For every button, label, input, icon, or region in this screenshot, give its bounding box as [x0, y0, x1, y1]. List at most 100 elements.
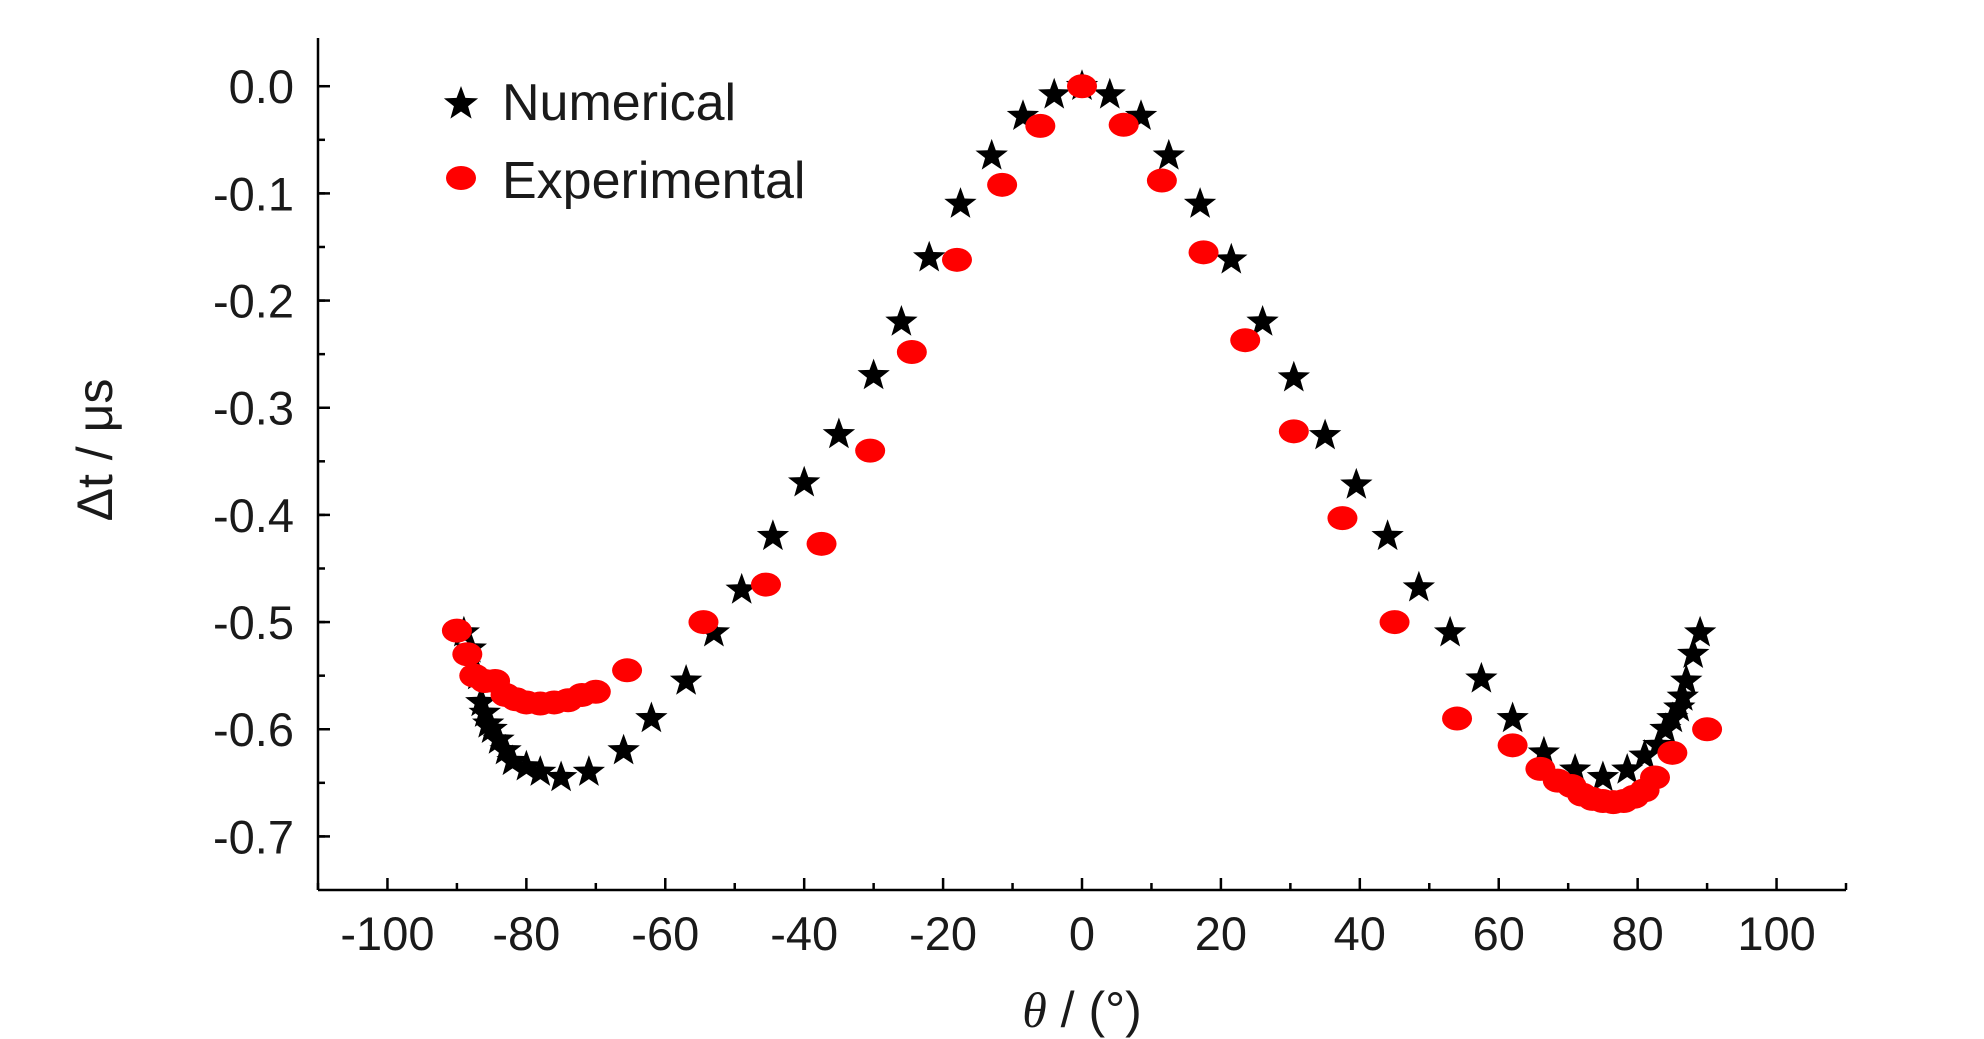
data-point-circle	[896, 340, 927, 365]
data-point-star	[1642, 728, 1675, 760]
data-point-star	[544, 760, 578, 792]
data-point-circle	[987, 172, 1018, 197]
y-tick-label: -0.3	[213, 382, 294, 435]
data-point-star	[1402, 570, 1435, 602]
data-point-star	[1152, 138, 1185, 170]
y-axis-symbol: Δt	[67, 474, 123, 521]
y-tick-label: -0.1	[213, 167, 294, 220]
y-tick-label: -0.6	[213, 703, 294, 756]
data-point-star	[524, 755, 557, 786]
y-axis-title: Δt / μs	[67, 379, 123, 522]
data-point-star	[1371, 519, 1404, 551]
series-numerical	[447, 69, 1717, 792]
data-point-circle	[1442, 706, 1473, 731]
data-point-star	[1340, 467, 1373, 499]
data-point-star	[1183, 187, 1217, 218]
data-point-star	[669, 664, 703, 695]
data-point-star	[1496, 701, 1529, 733]
data-point-star	[913, 240, 946, 272]
data-point-star	[1308, 418, 1342, 450]
data-point-circle	[1146, 168, 1177, 193]
x-tick-label: -60	[631, 907, 699, 960]
data-point-circle	[1025, 113, 1056, 138]
data-point-star	[725, 572, 758, 604]
data-point-circle	[750, 572, 781, 597]
data-point-circle	[452, 642, 483, 667]
y-tick-label: -0.5	[213, 596, 294, 649]
x-axis-symbol: θ	[1022, 982, 1047, 1038]
data-point-star	[1611, 753, 1644, 784]
data-point-star	[697, 615, 731, 647]
data-point-circle	[1327, 506, 1358, 531]
data-point-star	[572, 755, 605, 786]
x-tick-label: -20	[909, 907, 977, 960]
y-ticks: 0.0 -0.1 -0.2 -0.3 -0.4 -0.5 -0.6 -0.7	[213, 60, 330, 863]
data-point-star	[489, 733, 522, 765]
data-point-circle	[1278, 419, 1309, 444]
data-point-star	[975, 138, 1008, 170]
data-point-star	[1006, 99, 1040, 130]
x-tick-label: -80	[492, 907, 560, 960]
data-point-circle	[1379, 610, 1410, 635]
data-point-star	[944, 187, 977, 218]
data-point-star	[885, 305, 918, 336]
legend: Numerical Experimental	[443, 74, 805, 210]
data-point-star	[1465, 661, 1498, 693]
legend-label-experimental: Experimental	[502, 152, 805, 210]
data-point-star	[465, 685, 498, 717]
data-point-star	[635, 701, 668, 733]
data-point-star	[1093, 77, 1126, 109]
series-experimental	[441, 74, 1723, 815]
data-point-star	[1527, 735, 1560, 767]
data-point-circle	[1497, 733, 1528, 758]
data-point-star	[756, 519, 790, 551]
data-point-circle	[941, 247, 972, 272]
data-point-star	[510, 749, 543, 781]
x-tick-label: -100	[340, 907, 434, 960]
y-tick-label: -0.2	[213, 275, 294, 328]
data-point-circle	[1230, 328, 1261, 353]
data-point-star	[482, 723, 515, 754]
data-point-star	[1670, 664, 1703, 695]
data-point-circle	[612, 658, 643, 683]
data-point-circle	[1108, 112, 1139, 137]
x-tick-label: -40	[770, 907, 838, 960]
x-axis-unit: / (°)	[1047, 982, 1142, 1038]
data-point-circle	[688, 610, 719, 635]
data-point-circle	[580, 679, 611, 704]
x-tick-label: 60	[1473, 907, 1525, 960]
data-point-star	[1038, 77, 1071, 109]
x-tick-label: 80	[1611, 907, 1663, 960]
data-point-star	[1124, 99, 1158, 130]
data-point-star	[1246, 305, 1279, 336]
series-layer	[441, 69, 1723, 815]
data-point-star	[1559, 753, 1592, 784]
data-point-circle	[855, 438, 886, 463]
data-point-circle	[1692, 717, 1723, 742]
x-tick-label: 40	[1334, 907, 1386, 960]
x-ticks: -100 -80 -60 -40 -20 0 20 40 60 80 100	[316, 878, 1848, 960]
data-point-star	[475, 712, 508, 743]
data-point-star	[1677, 637, 1710, 668]
data-point-star	[1277, 360, 1310, 392]
legend-star-icon	[443, 86, 479, 119]
y-tick-label: -0.4	[213, 489, 294, 542]
y-tick-label: -0.7	[213, 810, 294, 863]
data-point-circle	[1657, 740, 1688, 765]
x-tick-label: 0	[1069, 907, 1095, 960]
data-point-star	[857, 358, 890, 390]
data-point-star	[1684, 615, 1717, 647]
y-axis-unit: / μs	[67, 379, 123, 474]
legend-circle-icon	[446, 166, 476, 190]
data-point-star	[1433, 615, 1467, 647]
data-point-star	[1628, 739, 1661, 770]
data-point-star	[1586, 760, 1620, 792]
legend-label-numerical: Numerical	[502, 74, 736, 132]
x-tick-label: 20	[1195, 907, 1247, 960]
data-point-star	[468, 696, 501, 727]
y-tick-label: 0.0	[229, 60, 294, 113]
data-point-circle	[806, 531, 837, 556]
data-point-star	[496, 744, 529, 776]
data-point-circle	[441, 618, 472, 643]
